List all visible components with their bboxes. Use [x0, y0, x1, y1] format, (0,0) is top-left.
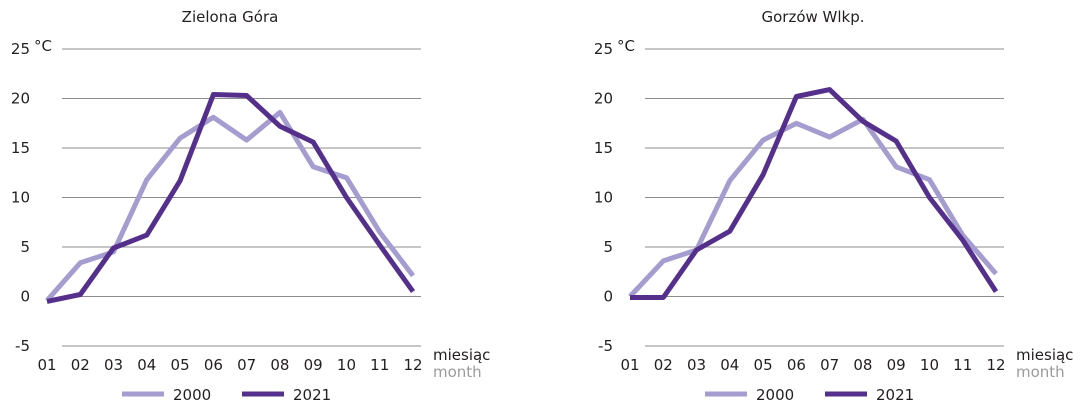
- x-tick-label: 12: [403, 356, 422, 374]
- x-tick-label: 02: [654, 356, 673, 374]
- x-tick-label: 01: [37, 356, 56, 374]
- x-tick-label: 04: [137, 356, 156, 374]
- y-tick-label: 25: [11, 40, 30, 58]
- y-tick-label: 15: [594, 139, 613, 157]
- series-line-2000: [628, 116, 998, 299]
- x-tick-label: 11: [370, 356, 389, 374]
- legend-label: 2021: [293, 386, 331, 404]
- x-axis-label: miesiąc: [1016, 346, 1073, 364]
- x-tick-label: 10: [337, 356, 356, 374]
- chart-title: Zielona Góra: [182, 8, 279, 26]
- y-tick-label: 10: [11, 189, 30, 207]
- y-tick-label: 20: [594, 90, 613, 108]
- x-tick-label: 05: [171, 356, 190, 374]
- y-tick-label: 15: [11, 139, 30, 157]
- series-line-2021: [630, 87, 999, 300]
- x-tick-label: 08: [270, 356, 289, 374]
- legend-label: 2021: [876, 386, 914, 404]
- x-axis-label: miesiąc: [433, 346, 490, 364]
- y-tick-label: -5: [598, 337, 613, 355]
- y-tick-label: 0: [603, 288, 613, 306]
- y-tick-label: 0: [20, 288, 30, 306]
- x-tick-label: 02: [71, 356, 90, 374]
- x-tick-label: 03: [687, 356, 706, 374]
- x-tick-label: 03: [104, 356, 123, 374]
- x-tick-label: 06: [204, 356, 223, 374]
- x-axis-label-en: month: [1016, 363, 1065, 381]
- legend-label: 2000: [756, 386, 794, 404]
- x-tick-label: 08: [853, 356, 872, 374]
- series-line-2021: [46, 92, 416, 304]
- y-tick-label: -5: [15, 337, 30, 355]
- x-tick-label: 05: [754, 356, 773, 374]
- x-tick-label: 09: [887, 356, 906, 374]
- y-tick-label: 10: [594, 189, 613, 207]
- x-tick-label: 07: [237, 356, 256, 374]
- chart-title: Gorzów Wlkp.: [761, 8, 864, 26]
- legend-label: 2000: [173, 386, 211, 404]
- y-unit-label: °C: [34, 37, 52, 55]
- y-tick-label: 5: [20, 238, 30, 256]
- series-line-2000: [45, 109, 415, 303]
- x-tick-label: 12: [986, 356, 1005, 374]
- y-unit-label: °C: [617, 37, 635, 55]
- x-tick-label: 06: [787, 356, 806, 374]
- y-tick-label: 20: [11, 90, 30, 108]
- x-tick-label: 10: [920, 356, 939, 374]
- x-tick-label: 01: [620, 356, 639, 374]
- x-axis-label-en: month: [433, 363, 482, 381]
- y-tick-label: 25: [594, 40, 613, 58]
- y-tick-label: 5: [603, 238, 613, 256]
- x-tick-label: 09: [304, 356, 323, 374]
- x-tick-label: 04: [720, 356, 739, 374]
- x-tick-label: 07: [820, 356, 839, 374]
- x-tick-label: 11: [953, 356, 972, 374]
